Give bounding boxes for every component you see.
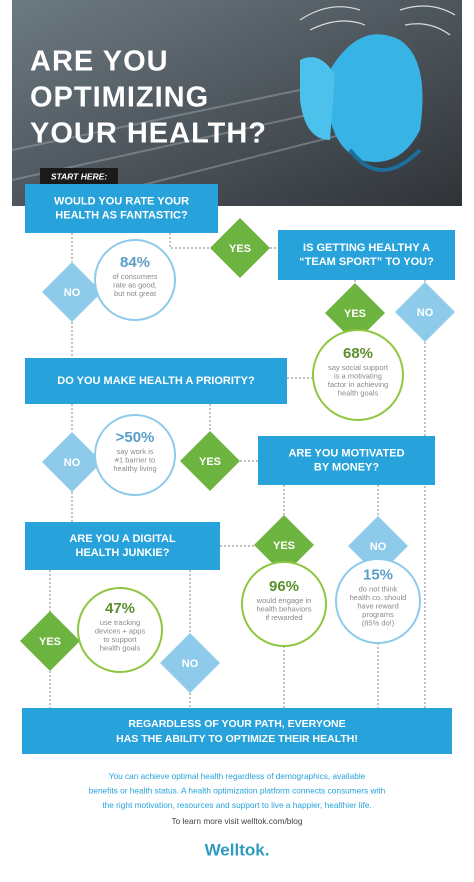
question-text: WOULD YOU RATE YOUR (54, 195, 189, 207)
question-text: DO YOU MAKE HEALTH A PRIORITY? (57, 375, 255, 387)
answer-diamond (254, 515, 314, 575)
stat-text: if rewarded (265, 613, 302, 622)
title-line: ARE YOU (30, 46, 169, 78)
stat-text: healthy living (113, 464, 156, 473)
stat-text: programs (362, 610, 394, 619)
answer-diamond (210, 218, 270, 278)
stat-text: health co. should (350, 593, 407, 602)
stat-text: would engage in (256, 596, 312, 605)
stat-text: is a motivating (334, 371, 382, 380)
stat-text: do not think (359, 585, 398, 594)
question-box (25, 522, 220, 570)
stat-text: have reward (357, 602, 398, 611)
stat-text: health goals (338, 388, 379, 397)
question-text: BY MONEY? (314, 461, 379, 473)
answer-label: NO (64, 287, 81, 299)
question-box (258, 436, 435, 485)
answer-diamond (20, 611, 80, 671)
stat-value: 47% (105, 600, 135, 617)
answer-label: YES (229, 243, 251, 255)
stat-text: of consumers (112, 272, 157, 281)
conclusion-box (22, 708, 452, 754)
stat-text: health goals (100, 643, 141, 652)
stat-circle (77, 587, 163, 673)
question-box (278, 230, 455, 280)
stat-text: (85% do!) (362, 619, 395, 628)
stat-circle (241, 561, 327, 647)
stat-value: >50% (116, 429, 155, 446)
title-line: OPTIMIZING (30, 82, 209, 114)
question-text: ARE YOU MOTIVATED (288, 447, 404, 459)
start-tag (40, 168, 118, 185)
stat-circle (94, 239, 176, 321)
footer-text: benefits or health status. A health opti… (89, 786, 386, 796)
stat-circle (312, 329, 404, 421)
question-text: HEALTH JUNKIE? (76, 547, 170, 559)
footer-link: To learn more visit welltok.com/blog (172, 816, 303, 826)
stat-text: devices + apps (95, 626, 145, 635)
stat-circle (335, 558, 421, 644)
answer-label: NO (64, 457, 81, 469)
stat-text: say work is (116, 447, 153, 456)
content: ARE YOU OPTIMIZING YOUR HEALTH? START HERE:… (20, 46, 455, 859)
start-label: START HERE: (51, 171, 108, 181)
answer-diamond (42, 432, 102, 492)
stat-text: but not great (114, 289, 157, 298)
stat-text: say social support (328, 363, 389, 372)
connectors (49, 233, 426, 708)
conclusion-text: HAS THE ABILITY TO OPTIMIZE THEIR HEALTH… (116, 733, 358, 745)
answer-label: YES (39, 636, 61, 648)
answer-label: YES (344, 308, 366, 320)
logo: Welltok. (205, 840, 270, 859)
stat-value: 15% (363, 567, 393, 584)
answer-diamond (325, 283, 385, 343)
question-text: IS GETTING HEALTHY A (303, 242, 430, 254)
answer-label: NO (182, 658, 199, 670)
stat-text: factor in achieving (328, 380, 388, 389)
answer-diamond (395, 282, 455, 342)
stat-text: to support (103, 635, 137, 644)
stat-value: 96% (269, 578, 299, 595)
answer-label: NO (417, 307, 434, 319)
answer-diamond (42, 262, 102, 322)
footer-text: the right motivation, resources and supp… (102, 800, 371, 810)
question-box (25, 358, 287, 404)
title-line: YOUR HEALTH? (30, 118, 267, 150)
answer-label: NO (370, 541, 387, 553)
conclusion-text: REGARDLESS OF YOUR PATH, EVERYONE (128, 718, 345, 730)
answer-diamond (180, 431, 240, 491)
stat-text: rate as good, (113, 281, 157, 290)
stat-text: health behaviors (256, 605, 311, 614)
question-text: “TEAM SPORT” TO YOU? (299, 256, 434, 268)
stat-text: use tracking (100, 618, 140, 627)
footer-text: You can achieve optimal health regardles… (109, 771, 366, 781)
answer-label: YES (199, 456, 221, 468)
stat-text: #1 barrier to (115, 456, 155, 465)
stat-value: 68% (343, 345, 373, 362)
answer-label: YES (273, 540, 295, 552)
stat-value: 84% (120, 254, 150, 271)
question-box (25, 184, 218, 233)
question-text: ARE YOU A DIGITAL (69, 533, 176, 545)
question-text: HEALTH AS FANTASTIC? (55, 209, 188, 221)
stat-circle (94, 414, 176, 496)
answer-diamond (160, 633, 220, 693)
